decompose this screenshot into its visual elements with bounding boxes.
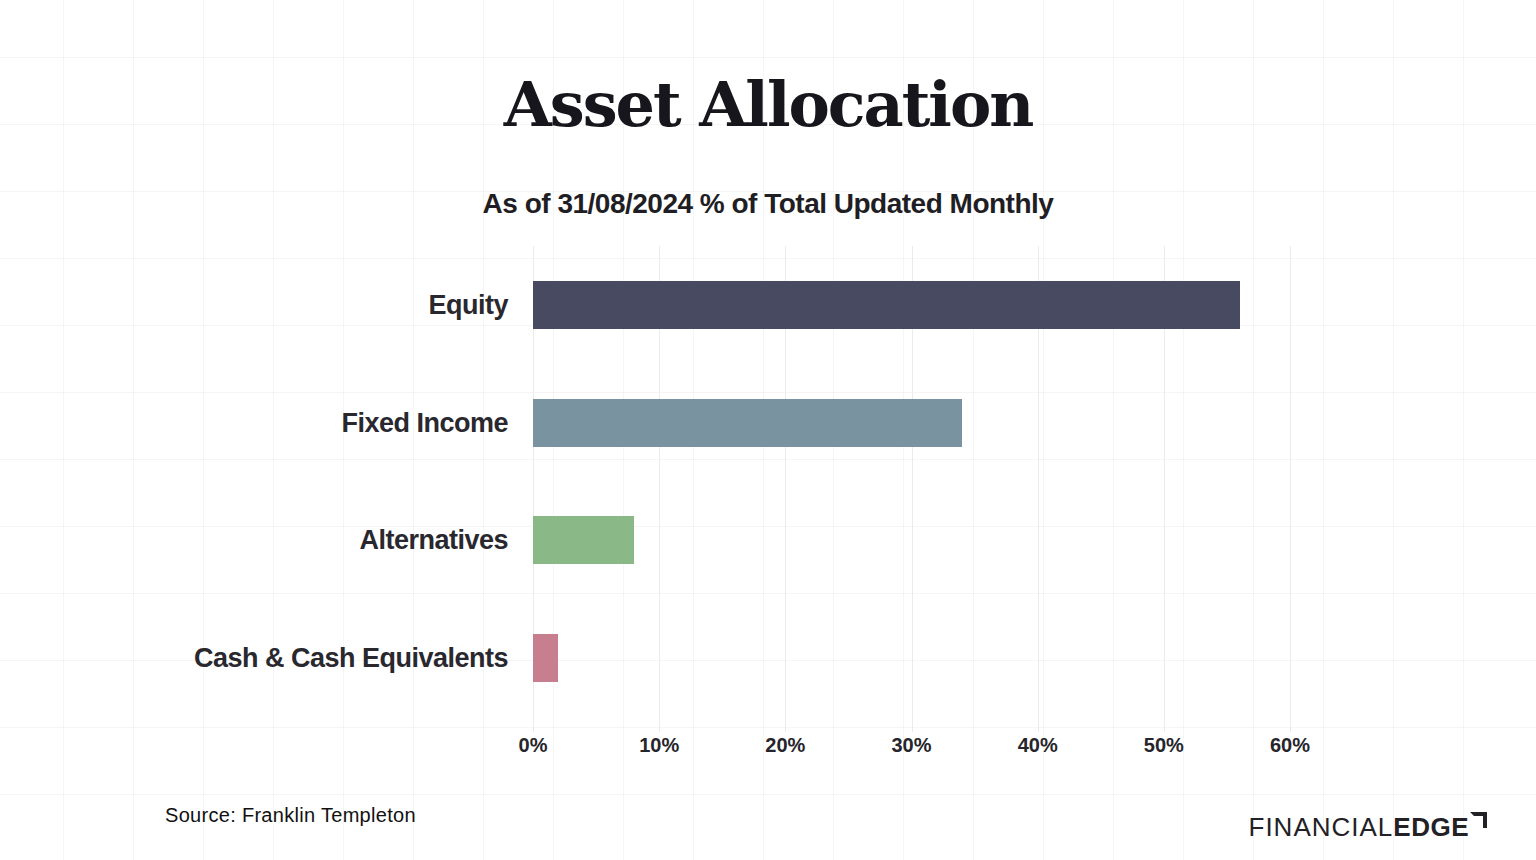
x-axis-tick-label: 50% — [1144, 734, 1184, 757]
category-label: Cash & Cash Equivalents — [158, 634, 508, 682]
category-label: Equity — [158, 281, 508, 329]
source-note: Source: Franklin Templeton — [165, 804, 416, 827]
x-axis-tick-label: 0% — [519, 734, 548, 757]
logo-corner-arrow-icon — [1470, 812, 1488, 830]
x-axis-tick-label: 40% — [1018, 734, 1058, 757]
logo-text-edge: EDGE — [1393, 812, 1469, 843]
chart-gridline — [1290, 246, 1291, 732]
x-axis-tick-label: 60% — [1270, 734, 1310, 757]
category-label: Alternatives — [158, 516, 508, 564]
bar-cash-cash-equivalents — [533, 634, 558, 682]
x-axis-tick-label: 30% — [891, 734, 931, 757]
x-axis-tick-label: 20% — [765, 734, 805, 757]
category-label: Fixed Income — [158, 399, 508, 447]
x-axis-tick-label: 10% — [639, 734, 679, 757]
bar-equity — [533, 281, 1240, 329]
bar-fixed-income — [533, 399, 962, 447]
bar-alternatives — [533, 516, 634, 564]
asset-allocation-infographic: Asset Allocation As of 31/08/2024 % of T… — [0, 0, 1536, 860]
financial-edge-logo: FINANCIALEDGE — [1249, 812, 1489, 843]
bar-chart-plot-area: Equity Fixed Income Alternatives Cash & Cas… — [0, 0, 1536, 860]
logo-text-financial: FINANCIAL — [1249, 812, 1394, 843]
